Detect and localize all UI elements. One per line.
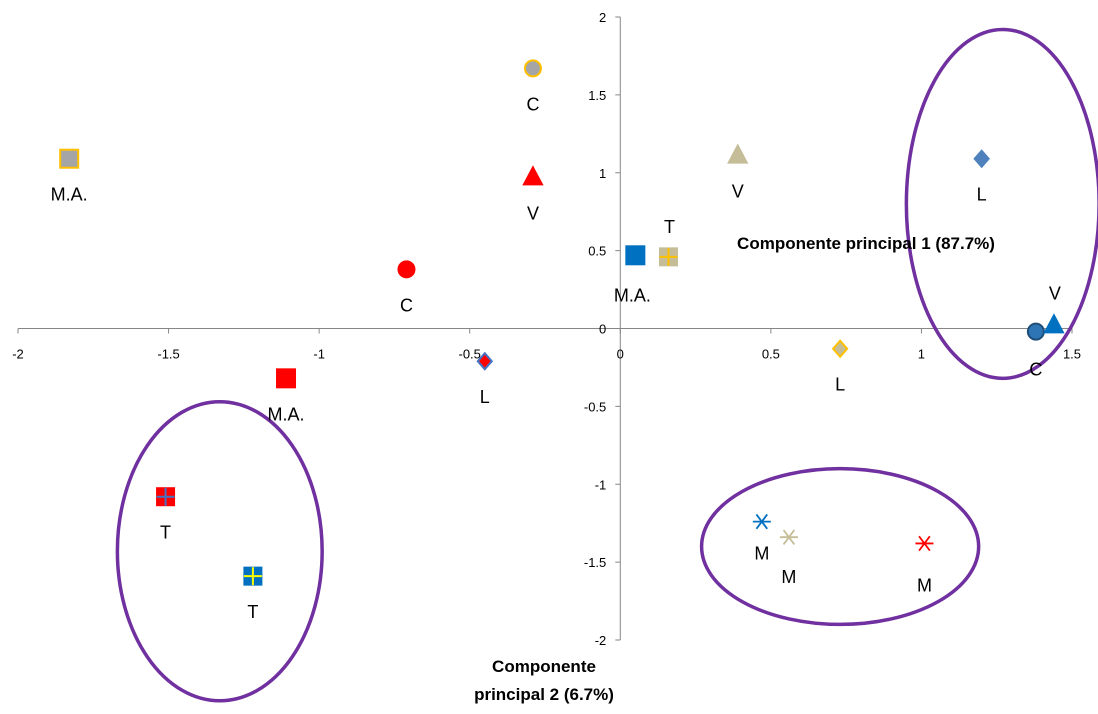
point-label: M: [754, 544, 769, 564]
point-label: V: [1049, 283, 1061, 303]
x-tick-label: 0.5: [762, 347, 780, 362]
data-point-circle: [397, 260, 416, 279]
data-point-triangle: [522, 165, 544, 186]
y-axis-title-line2: principal 2 (6.7%): [474, 685, 614, 704]
y-axis-title-line1: Componente: [492, 657, 596, 676]
cluster-ellipses: [115, 27, 1098, 703]
data-point-square-plus: [658, 247, 678, 267]
y-tick-label: 0: [599, 322, 606, 337]
data-point-asterisk: [752, 513, 771, 530]
x-tick-label: -0.5: [459, 347, 481, 362]
point-label: T: [247, 602, 258, 622]
data-point-asterisk: [779, 529, 798, 545]
point-label: V: [527, 203, 539, 223]
data-point-square-plus: [156, 487, 176, 507]
data-point-square: [276, 368, 297, 389]
data-point-diamond: [476, 351, 494, 371]
point-label: M.A.: [51, 185, 88, 205]
data-point-square: [59, 148, 80, 169]
point-label: M.A.: [614, 285, 651, 305]
x-tick-label: -2: [12, 347, 24, 362]
data-point-diamond: [831, 339, 849, 359]
point-label: M.A.: [268, 404, 305, 424]
y-tick-label: -0.5: [584, 399, 606, 414]
point-label: M: [781, 567, 796, 587]
point-label: M: [917, 575, 932, 595]
point-label: C: [526, 94, 539, 114]
y-tick-label: 0.5: [588, 244, 606, 259]
y-tick-label: -1: [595, 477, 607, 492]
point-label: V: [732, 182, 744, 202]
data-point-circle: [1026, 322, 1045, 341]
point-label: T: [160, 523, 171, 543]
point-label: L: [835, 375, 845, 395]
data-point-circle: [523, 59, 542, 78]
data-points: [59, 59, 1065, 586]
point-label: L: [977, 185, 987, 205]
y-tick-label: 2: [599, 10, 606, 25]
axes: -2 -1.5 -1 -0.5 0 0.5 1 1.5 2 1.5 1 0.5 0 -0.5 -1 -1.5 -…: [12, 10, 1081, 648]
point-label: L: [480, 387, 490, 407]
x-tick-label: -1.5: [157, 347, 179, 362]
y-tick-label: -2: [595, 633, 607, 648]
cluster-ellipse: [904, 27, 1098, 381]
x-tick-label: 0: [617, 347, 624, 362]
cluster-ellipse: [699, 466, 981, 627]
y-tick-label: -1.5: [584, 555, 606, 570]
data-point-triangle: [1043, 313, 1065, 334]
x-axis-title: Componente principal 1 (87.7%): [737, 234, 995, 253]
data-point-square: [625, 245, 646, 266]
data-point-triangle: [727, 143, 749, 164]
x-tick-label: -1: [313, 347, 325, 362]
point-label: C: [1029, 360, 1042, 380]
data-point-asterisk: [915, 535, 934, 552]
data-point-square-plus: [243, 566, 263, 586]
point-label: C: [400, 295, 413, 315]
cluster-ellipse: [115, 399, 324, 703]
x-tick-label: 1: [918, 347, 925, 362]
y-tick-label: 1: [599, 166, 606, 181]
x-tick-label: 1.5: [1063, 347, 1081, 362]
point-label: T: [664, 217, 675, 237]
data-point-diamond: [973, 149, 990, 169]
y-tick-label: 1.5: [588, 88, 606, 103]
